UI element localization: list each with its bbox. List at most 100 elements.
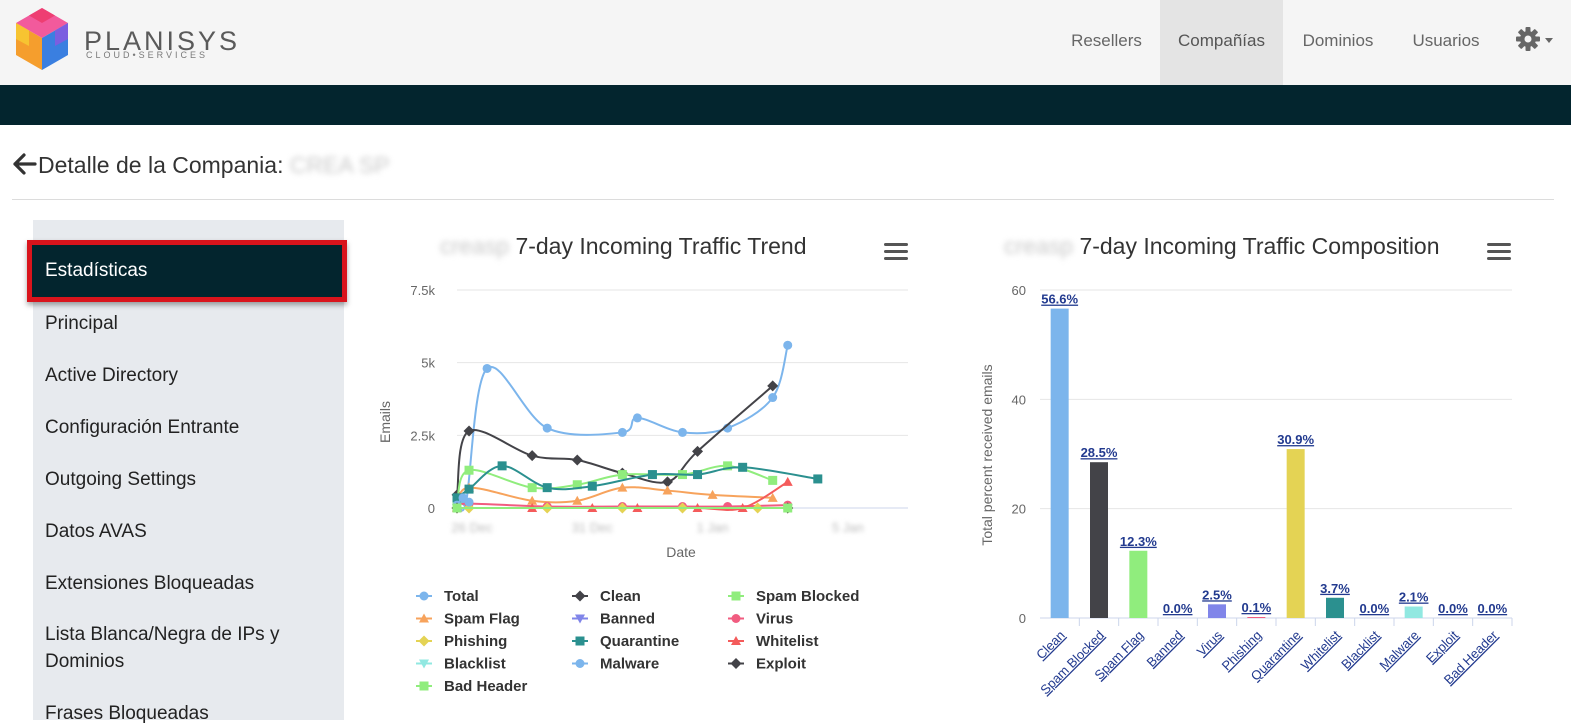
- composition-bar[interactable]: [1050, 308, 1069, 618]
- trend-legend-label: Virus: [756, 611, 793, 628]
- composition-data-label: 3.7%: [1320, 581, 1350, 596]
- trend-data-point: [768, 393, 778, 403]
- trend-y-tick-label: 7.5k: [410, 283, 435, 298]
- page-title-text: Detalle de la Compania:: [38, 152, 284, 178]
- trend-chart-menu-button[interactable]: [884, 243, 908, 263]
- company-name: CREA SP: [289, 152, 390, 178]
- trend-legend-item[interactable]: Quarantine: [572, 633, 679, 650]
- legend-marker-icon: [575, 636, 585, 646]
- trend-y-tick-label: 5k: [421, 356, 435, 371]
- trend-legend-item[interactable]: Virus: [728, 611, 793, 628]
- trend-data-point: [452, 503, 462, 513]
- trend-legend-item[interactable]: Whitelist: [728, 633, 819, 650]
- sidebar-item-label: Estadísticas: [45, 260, 148, 281]
- trend-data-point: [464, 497, 474, 507]
- trend-y-tick-label: 0: [428, 501, 435, 516]
- composition-bar[interactable]: [1326, 597, 1344, 618]
- nav-companias[interactable]: Compañías: [1160, 0, 1283, 85]
- divider: [12, 199, 1554, 200]
- nav-resellers[interactable]: Resellers: [1071, 31, 1142, 50]
- sidebar-item-configuracion-entrante[interactable]: Configuración Entrante: [45, 417, 240, 438]
- trend-legend-label: Malware: [600, 656, 659, 673]
- trend-legend-item[interactable]: Malware: [572, 656, 659, 673]
- composition-data-label: 0.0%: [1438, 601, 1468, 616]
- trend-data-point: [783, 340, 793, 350]
- composition-bar[interactable]: [1286, 449, 1305, 618]
- back-arrow-icon[interactable]: [12, 152, 38, 176]
- sidebar-item-estadisticas[interactable]: Estadísticas: [27, 240, 347, 302]
- trend-legend-label: Spam Blocked: [756, 588, 859, 605]
- composition-x-tick-label[interactable]: Clean: [1033, 628, 1068, 663]
- legend-marker-icon: [731, 591, 741, 601]
- trend-legend-item[interactable]: Clean: [572, 588, 641, 605]
- page-title: Detalle de la Compania: CREA SP: [12, 152, 390, 179]
- composition-x-tick-label[interactable]: Whitelist: [1298, 627, 1344, 673]
- trend-chart-title-prefix: creasp: [440, 233, 510, 259]
- composition-chart-menu-button[interactable]: [1487, 243, 1511, 263]
- brand-logo[interactable]: PLANISYS CLOUD•SERVICES: [12, 6, 237, 72]
- trend-data-point: [782, 476, 793, 486]
- sidebar-item-frases-bloqueadas[interactable]: Frases Bloqueadas: [45, 703, 209, 724]
- composition-bar[interactable]: [1090, 462, 1108, 618]
- composition-data-label: 2.1%: [1399, 590, 1429, 605]
- legend-marker-icon: [731, 614, 741, 623]
- trend-legend-label: Whitelist: [756, 633, 819, 650]
- trend-legend-item[interactable]: Exploit: [728, 656, 806, 673]
- nav-dominios[interactable]: Dominios: [1302, 31, 1374, 50]
- sidebar-item-datos-avas[interactable]: Datos AVAS: [45, 521, 147, 542]
- composition-y-axis-label: Total percent received emails: [979, 364, 995, 545]
- composition-chart-title-prefix: creasp: [1004, 233, 1074, 259]
- trend-data-point: [571, 454, 583, 466]
- trend-data-point: [542, 423, 552, 433]
- trend-data-point: [768, 475, 778, 485]
- composition-bar[interactable]: [1129, 550, 1148, 618]
- trend-data-point: [587, 481, 597, 491]
- composition-data-label: 0.0%: [1360, 601, 1390, 616]
- sidebar-item-active-directory[interactable]: Active Directory: [45, 365, 179, 386]
- composition-bar[interactable]: [1404, 606, 1423, 618]
- trend-data-point: [693, 470, 703, 480]
- composition-x-tick-label[interactable]: Blacklist: [1338, 627, 1383, 672]
- trend-legend-item[interactable]: Blacklist: [416, 656, 506, 673]
- trend-legend-item[interactable]: Bad Header: [416, 678, 528, 695]
- sidebar-item-lista-blanca-negra[interactable]: Lista Blanca/Negra de IPs y Dominios: [45, 621, 279, 675]
- trend-data-point: [527, 495, 538, 505]
- sidebar-item-principal[interactable]: Principal: [45, 313, 118, 334]
- trend-data-point: [464, 465, 474, 475]
- trend-data-point: [572, 495, 583, 505]
- trend-data-point: [767, 380, 779, 392]
- composition-x-tick-label[interactable]: Virus: [1194, 627, 1226, 659]
- trend-data-point: [707, 489, 718, 499]
- sidebar-item-outgoing-settings[interactable]: Outgoing Settings: [45, 469, 197, 490]
- settings-dropdown[interactable]: [1515, 26, 1555, 56]
- trend-data-point: [617, 427, 627, 437]
- composition-x-tick-label[interactable]: Banned: [1143, 628, 1185, 670]
- composition-bar[interactable]: [1247, 617, 1266, 618]
- trend-data-point: [661, 476, 673, 488]
- composition-data-label: 2.5%: [1202, 587, 1232, 602]
- composition-data-label: 28.5%: [1081, 445, 1118, 460]
- trend-legend-item[interactable]: Spam Blocked: [728, 588, 859, 605]
- composition-bar[interactable]: [1208, 604, 1226, 618]
- trend-legend-item[interactable]: Phishing: [416, 633, 507, 650]
- composition-y-tick-label: 0: [1019, 611, 1026, 626]
- trend-data-point: [767, 492, 778, 502]
- trend-x-tick-label: 5 Jan: [832, 520, 864, 535]
- trend-data-point: [464, 484, 474, 494]
- trend-legend-label: Phishing: [444, 633, 507, 650]
- trend-data-point: [738, 462, 748, 472]
- composition-x-tick-label[interactable]: Exploit: [1423, 627, 1461, 665]
- composition-x-tick-label[interactable]: Malware: [1376, 628, 1421, 673]
- trend-legend-item[interactable]: Total: [416, 588, 479, 605]
- sidebar-item-extensiones-bloqueadas[interactable]: Extensiones Bloqueadas: [45, 573, 255, 594]
- trend-legend-item[interactable]: Spam Flag: [416, 611, 520, 628]
- trend-legend-item[interactable]: Banned: [572, 611, 655, 628]
- trend-data-point: [647, 470, 657, 480]
- nav-usuarios[interactable]: Usuarios: [1412, 31, 1480, 50]
- trend-legend-label: Bad Header: [444, 678, 528, 695]
- legend-marker-icon: [419, 613, 429, 623]
- trend-data-point: [527, 483, 537, 493]
- trend-data-point: [542, 483, 552, 493]
- composition-y-tick-label: 40: [1012, 392, 1026, 407]
- trend-data-point: [452, 493, 462, 503]
